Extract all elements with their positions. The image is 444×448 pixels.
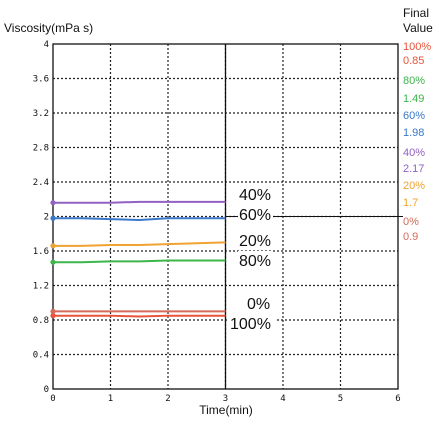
y-axis-label: Viscosity(mPa s) bbox=[4, 21, 93, 35]
annotation-bg bbox=[238, 251, 273, 269]
final-pct-label: 60% bbox=[403, 110, 425, 122]
final-pct-label: 100% bbox=[403, 41, 431, 53]
final-value-title-line-1: Final bbox=[403, 6, 429, 20]
final-pct-label: 20% bbox=[403, 180, 425, 192]
series-point-60% bbox=[50, 215, 56, 221]
final-pct-label: 80% bbox=[403, 75, 425, 87]
annotation-bg bbox=[238, 205, 273, 223]
series-line-20% bbox=[53, 241, 226, 247]
x-tick-label: 1 bbox=[108, 394, 113, 404]
annotations: 40% 60% 20% 80% 0% 100% bbox=[229, 185, 275, 333]
final-value-label: 2.17 bbox=[403, 163, 424, 175]
annotation-bg bbox=[229, 314, 275, 332]
final-pct-label: 0% bbox=[403, 216, 419, 228]
final-value-title-line-2: Value bbox=[403, 21, 433, 35]
series-line-60% bbox=[53, 217, 226, 221]
final-value-panel: Final Value 100% 0.85 80% 1.49 60% 1.98 40% 2.1… bbox=[403, 6, 433, 243]
final-value-label: 1.49 bbox=[403, 93, 424, 105]
y-tick-label: 1.6 bbox=[33, 247, 49, 257]
series-line-40% bbox=[53, 200, 226, 204]
series-line-80% bbox=[53, 259, 226, 264]
annotation-bg bbox=[246, 294, 270, 312]
annotation-label: 0% bbox=[247, 296, 270, 313]
final-pct-label: 40% bbox=[403, 147, 425, 159]
start-markers bbox=[50, 200, 56, 319]
final-value-label: 0.9 bbox=[403, 231, 418, 243]
series-point-40% bbox=[50, 200, 56, 206]
final-value-label: 1.98 bbox=[403, 127, 424, 139]
annotation-label: 60% bbox=[239, 207, 271, 224]
x-tick-label: 2 bbox=[165, 394, 170, 404]
series-point-100% bbox=[50, 313, 56, 319]
x-tick-label: 5 bbox=[338, 394, 343, 404]
x-tick-label: 3 bbox=[223, 394, 228, 404]
x-tick-label: 4 bbox=[280, 394, 285, 404]
series-point-0% bbox=[50, 308, 56, 314]
y-tick-label: 2.4 bbox=[33, 178, 49, 188]
x-tick-label: 0 bbox=[50, 394, 55, 404]
annotation-label: 80% bbox=[239, 253, 271, 270]
final-value-label: 1.7 bbox=[403, 197, 418, 209]
annotation-bg bbox=[238, 231, 273, 249]
y-tick-label: 4 bbox=[44, 40, 49, 50]
tick-labels: 0 0.4 0.8 1.2 1.6 2 2.4 2.8 3.2 3.6 4 0 1 2 3 4 5 6 bbox=[33, 40, 401, 404]
annotation-label: 100% bbox=[230, 316, 271, 333]
series-point-80% bbox=[50, 259, 56, 265]
series-line-100% bbox=[53, 314, 226, 318]
x-tick-label: 6 bbox=[395, 394, 400, 404]
annotation-label: 40% bbox=[239, 187, 271, 204]
y-tick-label: 3.6 bbox=[33, 75, 49, 85]
y-tick-label: 2 bbox=[44, 213, 49, 223]
x-axis-label: Time(min) bbox=[199, 403, 253, 417]
y-tick-label: 1.2 bbox=[33, 282, 49, 292]
annotation-bg bbox=[238, 185, 273, 203]
y-tick-label: 0.4 bbox=[33, 351, 49, 361]
series-lines bbox=[53, 200, 226, 318]
y-tick-label: 2.8 bbox=[33, 144, 49, 154]
y-tick-label: 0.8 bbox=[33, 316, 49, 326]
annotation-label: 20% bbox=[239, 233, 271, 250]
y-tick-label: 0 bbox=[44, 385, 49, 395]
series-point-20% bbox=[50, 243, 56, 249]
y-tick-label: 3.2 bbox=[33, 109, 49, 119]
final-value-label: 0.85 bbox=[403, 55, 424, 67]
